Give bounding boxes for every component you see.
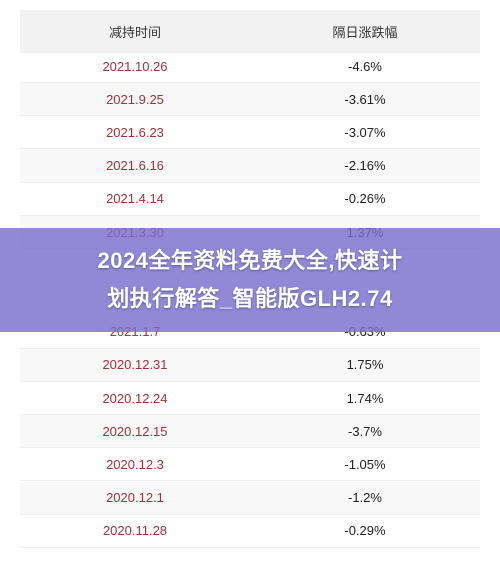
table-row: 2021.6.23 -3.07% bbox=[20, 116, 480, 150]
table-header: 减持时间 隔日涨跌幅 bbox=[20, 10, 480, 53]
value-cell: -4.6% bbox=[348, 58, 382, 74]
banner-line: 划执行解答_智能版GLH2.74 bbox=[107, 286, 393, 311]
value-cell: 1.74% bbox=[346, 390, 384, 406]
header-cell: 减持时间 bbox=[108, 24, 161, 40]
date-cell: 2021.10.26 bbox=[102, 58, 168, 74]
table-row: 2020.11.28 -0.29% bbox=[20, 515, 480, 548]
table-row: 2021.6.16 -2.16% bbox=[20, 149, 480, 183]
date-cell: 2020.12.24 bbox=[102, 390, 168, 406]
date-cell: 2021.4.14 bbox=[106, 191, 164, 207]
header-cell: 隔日涨跌幅 bbox=[332, 24, 398, 40]
value-cell: -3.7% bbox=[348, 423, 382, 439]
value-cell: -3.61% bbox=[344, 91, 386, 107]
table-row: 2021.10.26 -4.6% bbox=[20, 50, 480, 83]
value-cell: -1.2% bbox=[348, 490, 382, 506]
value-cell: -0.26% bbox=[344, 191, 386, 207]
table-row: 2020.12.1 -1.2% bbox=[20, 481, 480, 515]
date-cell: 2021.6.23 bbox=[106, 124, 164, 140]
date-cell: 2020.11.28 bbox=[102, 523, 168, 539]
date-cell: 2020.12.31 bbox=[102, 357, 168, 373]
table-row: 2020.12.3 -1.05% bbox=[20, 448, 480, 482]
date-cell: 2021.6.16 bbox=[106, 158, 164, 174]
date-cell: 2020.12.3 bbox=[106, 456, 164, 472]
table-row: 2020.12.31 1.75% bbox=[20, 348, 480, 382]
value-cell: -2.16% bbox=[344, 158, 386, 174]
date-cell: 2020.12.15 bbox=[102, 423, 168, 439]
table-row: 2020.12.24 1.74% bbox=[20, 382, 480, 415]
date-cell: 2020.12.1 bbox=[106, 490, 164, 506]
table-row: 2020.12.15 -3.7% bbox=[20, 415, 480, 449]
banner: 2024全年资料免费大全,快速计 划执行解答_智能版GLH2.74 bbox=[0, 228, 500, 332]
table-row: 2021.9.25 -3.61% bbox=[20, 83, 480, 117]
banner-line: 2024全年资料免费大全,快速计 bbox=[97, 248, 403, 273]
table-row: 2021.4.14 -0.26% bbox=[20, 183, 480, 216]
value-cell: -0.29% bbox=[344, 523, 386, 539]
value-cell: 1.75% bbox=[346, 357, 384, 373]
value-cell: -1.05% bbox=[344, 456, 386, 472]
date-cell: 2021.9.25 bbox=[106, 91, 164, 107]
value-cell: -3.07% bbox=[344, 124, 386, 140]
